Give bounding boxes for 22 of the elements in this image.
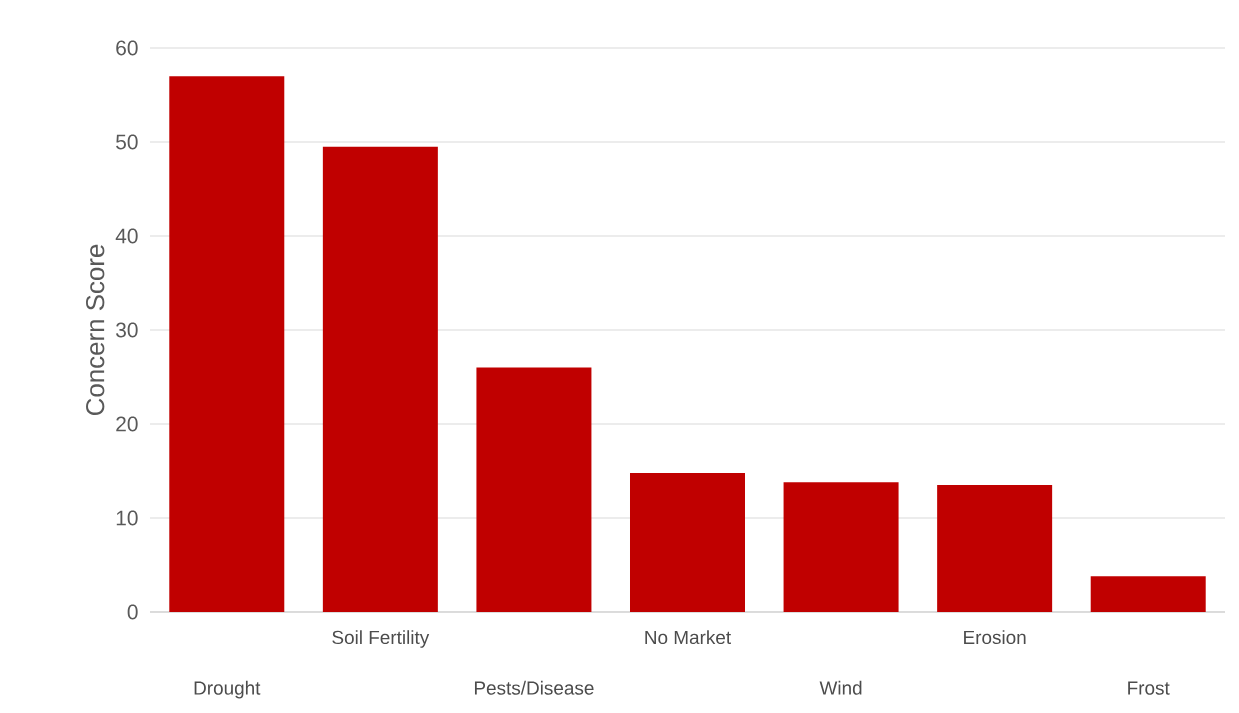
bar [630,472,745,612]
bar [322,146,438,612]
y-axis-title: Concern Score [86,244,105,416]
bar [937,485,1053,612]
y-tick-label: 30 [116,322,138,338]
x-tick-label: Erosion [964,630,1026,645]
bar [1090,576,1206,612]
x-tick-label: Soil Fertility [332,630,430,648]
bar [169,76,285,612]
y-tick-label: 20 [116,416,138,432]
x-tick-label: Drought [194,680,261,699]
y-tick-label: 50 [116,134,138,150]
y-tick-label: 60 [116,40,138,56]
x-tick-label: Wind [819,680,862,695]
y-tick-label: 0 [127,604,138,620]
y-tick-label: 40 [115,228,138,244]
bar [476,367,592,612]
x-tick-label: Frost [1128,681,1170,695]
bar [783,482,899,612]
x-tick-label: Pests/Disease [474,680,594,695]
x-tick-label: No Market [645,630,731,645]
y-tick-label: 10 [116,510,138,526]
